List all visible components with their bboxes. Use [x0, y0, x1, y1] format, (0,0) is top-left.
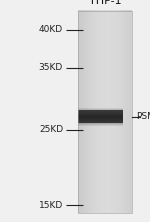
Text: 35KD: 35KD	[39, 63, 63, 72]
Bar	[78, 110, 123, 123]
Text: 40KD: 40KD	[39, 26, 63, 34]
Text: 25KD: 25KD	[39, 125, 63, 134]
Text: 15KD: 15KD	[39, 201, 63, 210]
Text: PSMB10: PSMB10	[136, 112, 150, 121]
Text: THP-1: THP-1	[89, 0, 121, 6]
